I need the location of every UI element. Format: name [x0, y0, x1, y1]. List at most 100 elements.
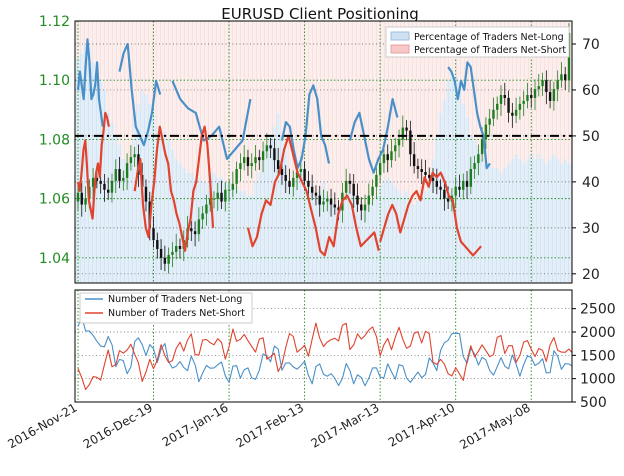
net-long-band	[544, 163, 549, 283]
net-short-band	[408, 21, 413, 201]
candle-body	[107, 189, 110, 193]
candle-body	[371, 186, 374, 196]
net-short-band	[230, 21, 236, 187]
net-short-band	[110, 21, 115, 123]
candle-body	[178, 245, 182, 249]
candle-body	[465, 180, 469, 187]
date-tick-label: 2017-May-08	[457, 400, 532, 452]
legend-net-short-pct: Percentage of Traders Net-Short	[414, 45, 566, 56]
net-short-band	[257, 21, 262, 173]
net-long-band	[162, 131, 168, 283]
net-short-band	[249, 21, 255, 196]
candle-body	[322, 201, 325, 205]
net-short-band	[253, 21, 259, 182]
candle-body	[514, 109, 518, 116]
net-long-band	[238, 191, 243, 283]
net-long-band	[472, 140, 478, 283]
net-short-band	[374, 21, 379, 196]
net-long-band	[204, 181, 209, 283]
net-short-band	[461, 21, 466, 104]
net-short-band	[140, 21, 145, 90]
net-long-band	[87, 48, 92, 283]
candle-body	[458, 186, 461, 190]
net-long-band	[295, 172, 300, 283]
candle-body	[276, 160, 280, 170]
net-long-band	[332, 204, 338, 283]
net-short-band	[378, 21, 383, 187]
count-tick-label: 2500	[580, 302, 616, 318]
net-long-band	[506, 163, 512, 283]
net-long-band	[76, 57, 81, 284]
net-long-band	[518, 158, 523, 283]
net-short-band	[223, 21, 228, 182]
candle-body	[288, 180, 291, 187]
net-long-band	[314, 195, 319, 283]
net-long-band	[117, 145, 123, 283]
net-long-band	[121, 158, 126, 283]
net-short-band	[272, 21, 277, 127]
candle-body	[420, 169, 423, 172]
net-short-band	[332, 21, 338, 205]
net-long-band	[230, 186, 236, 283]
net-long-band	[272, 126, 277, 283]
net-long-band	[468, 135, 474, 283]
net-short-band	[370, 21, 376, 201]
net-long-band	[495, 168, 500, 283]
percent-axis: 20 30 40 50 60 70	[572, 37, 600, 283]
legend-net-long-count: Number of Traders Net-Long	[108, 294, 242, 305]
net-long-band	[321, 181, 326, 283]
net-short-band	[178, 21, 183, 164]
net-short-band	[348, 21, 353, 192]
candle-body	[352, 183, 355, 196]
net-long-band	[446, 80, 451, 283]
candle-body	[439, 186, 442, 190]
net-long-band	[249, 195, 255, 283]
candle-body	[443, 189, 446, 199]
net-long-band	[287, 181, 292, 283]
net-short-band	[427, 21, 432, 182]
candle-body	[224, 189, 227, 202]
candle-body	[488, 118, 491, 125]
net-long-legend-swatch	[390, 31, 410, 41]
net-short-band	[385, 21, 391, 178]
candle-body	[344, 180, 348, 193]
net-long-band	[340, 204, 345, 283]
net-short-band	[113, 21, 119, 136]
candle-body	[152, 228, 155, 241]
count-tick-label: 1000	[580, 372, 616, 388]
candle-body	[564, 74, 567, 81]
net-long-band	[208, 172, 213, 283]
date-tick-label: 2017-Feb-13	[234, 400, 307, 450]
net-long-band	[382, 181, 387, 283]
net-short-band	[419, 21, 425, 196]
top-legend: Percentage of Traders Net-Long Percentag…	[385, 26, 570, 58]
net-short-band	[495, 21, 500, 169]
candle-body	[541, 80, 544, 87]
candle-body	[533, 89, 537, 98]
net-long-band	[132, 112, 138, 283]
net-long-band	[242, 191, 247, 283]
candle-body	[292, 177, 295, 187]
net-short-band	[291, 21, 296, 187]
net-long-band	[476, 149, 481, 283]
net-long-band	[491, 168, 496, 283]
net-long-band	[397, 191, 402, 283]
net-short-band	[351, 21, 357, 196]
net-short-band	[121, 21, 126, 159]
net-long-band	[200, 181, 206, 283]
net-long-band	[404, 191, 410, 283]
net-short-band	[484, 21, 489, 164]
net-long-band	[310, 191, 315, 283]
net-long-band	[423, 191, 428, 283]
net-long-band	[555, 158, 561, 283]
candle-body	[548, 92, 552, 101]
net-long-band	[567, 163, 572, 283]
net-short-band	[234, 21, 240, 187]
candle-body	[492, 109, 495, 119]
net-short-band	[219, 21, 225, 178]
percent-tick-label: 20	[582, 267, 600, 283]
net-long-band	[484, 163, 489, 283]
net-short-band	[480, 21, 485, 159]
count-tick-label: 500	[580, 395, 607, 411]
candle-body	[522, 100, 525, 104]
